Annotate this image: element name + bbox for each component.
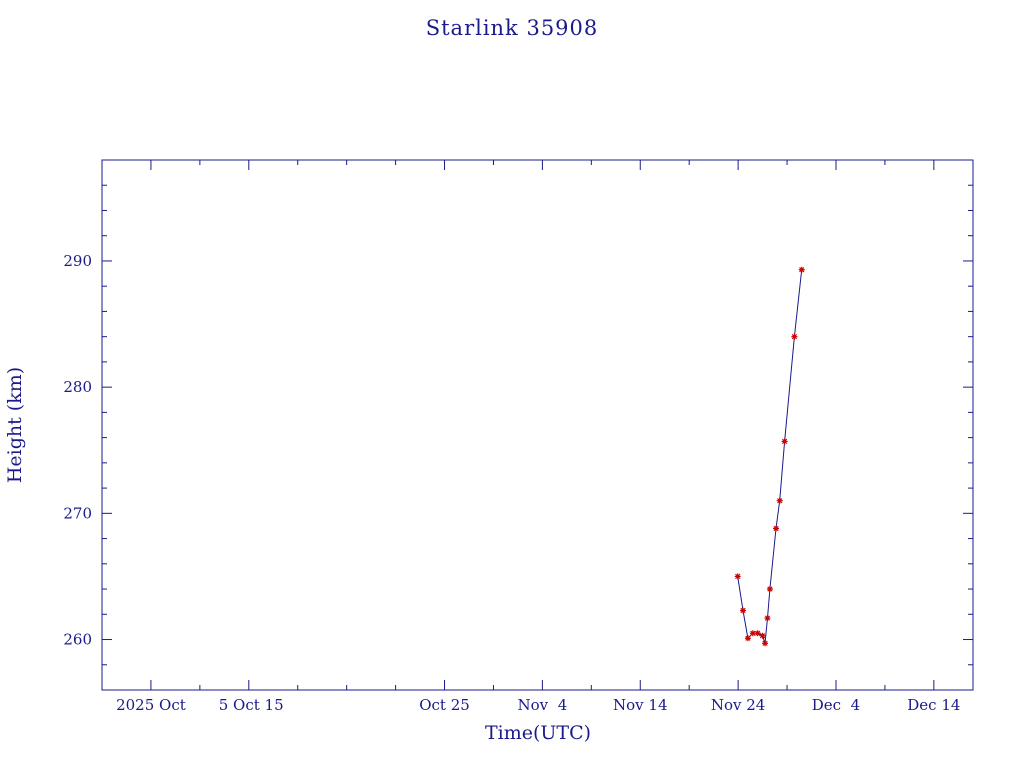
x-tick-label: Oct 25 [419, 696, 470, 714]
data-point-stroke [750, 630, 756, 636]
data-point [773, 525, 780, 532]
data-point [764, 615, 771, 622]
data-point [744, 635, 751, 642]
data-point [762, 640, 769, 647]
y-tick-labels: 260 270 280 290 [63, 252, 92, 649]
y-axis-label: Height (km) [4, 367, 26, 483]
y-tick-label: 270 [63, 504, 92, 522]
x-tick-label: Dec 14 [907, 696, 960, 714]
data-point [776, 497, 783, 504]
data-point [791, 333, 798, 340]
x-tick-label: Nov 14 [613, 696, 668, 714]
x-tick-label: 2025 Oct [116, 696, 186, 714]
data-point [798, 266, 805, 273]
x-axis-label: Time(UTC) [485, 722, 591, 744]
data-point [740, 607, 747, 614]
data-point [754, 630, 761, 637]
x-tick-label: Nov 4 [518, 696, 568, 714]
data-point [781, 438, 788, 445]
data-point-stroke [735, 573, 741, 580]
x-tick-label: Nov 24 [711, 696, 766, 714]
data-point [734, 573, 741, 580]
y-tick-label: 280 [63, 378, 92, 396]
chart-title: Starlink 35908 [425, 16, 599, 40]
data-point-stroke [755, 630, 761, 636]
data-point-stroke [767, 586, 773, 592]
data-point-stroke [759, 633, 766, 639]
x-tick-label: 5 Oct 15 [214, 696, 284, 714]
data-point-stroke [762, 640, 768, 646]
data-point-stroke [773, 525, 779, 532]
tick-marks [101, 159, 973, 691]
plot-frame [101, 159, 974, 691]
data-point-stroke [745, 635, 751, 641]
data-point-stroke [740, 607, 746, 614]
data-point [759, 632, 766, 639]
data-point-stroke [791, 334, 798, 340]
series-markers [734, 266, 805, 647]
y-tick-label: 290 [63, 252, 92, 270]
x-tick-label: Dec 4 [812, 696, 860, 714]
data-point [766, 586, 773, 593]
x-tick-labels: 2025 Oct 5 Oct 15 Oct 25 Nov 4 Nov 14 Nov 24… [116, 696, 960, 714]
y-tick-label: 260 [63, 631, 92, 649]
data-point-stroke [799, 267, 805, 273]
data-point-stroke [764, 615, 771, 621]
data-point-stroke [781, 438, 788, 445]
data-point-stroke [777, 498, 783, 504]
